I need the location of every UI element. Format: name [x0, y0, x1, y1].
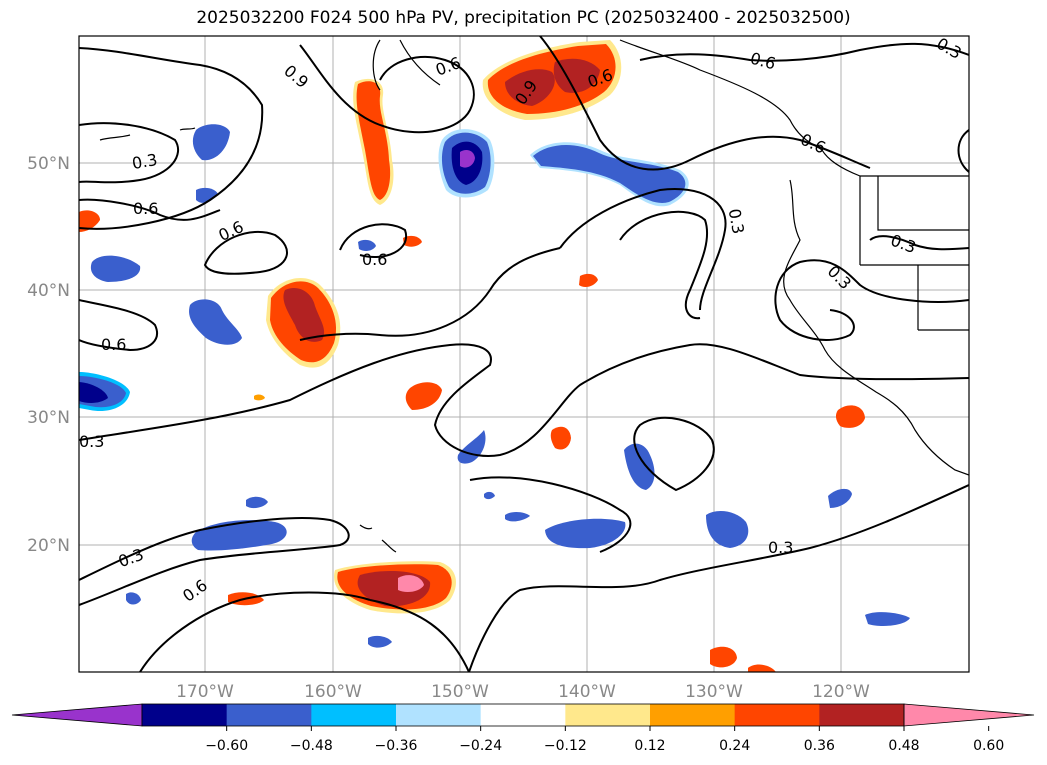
colorbar-segment [734, 704, 820, 726]
colorbar-tick-label: 0.60 [973, 738, 1004, 754]
contour-label: 0.3 [768, 538, 793, 557]
contour-label: 0.6 [362, 250, 387, 269]
colorbar-extend-low [11, 703, 143, 727]
colorbar-tick-label: −0.48 [290, 738, 333, 754]
lat-label: 30°N [27, 408, 70, 428]
coastlines [99, 39, 969, 553]
lon-label: 130°W [685, 682, 743, 702]
colorbar-frame [141, 703, 905, 727]
colorbar-tick-label: 0.36 [804, 738, 835, 754]
colorbar-tick-label: −0.12 [544, 738, 587, 754]
colorbar-segment [480, 704, 566, 726]
lon-label: 150°W [431, 682, 489, 702]
colorbar-segment [819, 704, 905, 726]
contour-label: 0.6 [101, 335, 126, 354]
colorbar-segment [311, 704, 397, 726]
colorbar-segment [226, 704, 312, 726]
lon-label: 140°W [558, 682, 616, 702]
colorbar: −0.60 −0.48 −0.36 −0.24 −0.12 0.12 0.24 0.36 0.4… [11, 703, 1035, 754]
contour-label: 0.3 [725, 207, 748, 235]
lat-label: 20°N [27, 536, 70, 556]
lon-label: 160°W [304, 682, 362, 702]
colorbar-segment [396, 704, 482, 726]
lat-labels: 50°N 40°N 30°N 20°N [27, 154, 70, 556]
colorbar-tick-label: −0.24 [459, 738, 502, 754]
colorbar-segment [142, 704, 228, 726]
contour-label: 0.6 [133, 199, 158, 218]
contour-label: 0.3 [130, 150, 158, 173]
lon-label: 120°W [812, 682, 870, 702]
lat-label: 40°N [27, 281, 70, 301]
colorbar-tick-label: −0.60 [205, 738, 248, 754]
precip-negative [79, 124, 910, 648]
lon-label: 170°W [176, 682, 234, 702]
colorbar-tick-label: 0.48 [888, 738, 919, 754]
colorbar-tick-label: 0.24 [719, 738, 750, 754]
map-frame [78, 35, 970, 673]
map-title: 2025032200 F024 500 hPa PV, precipitatio… [196, 8, 851, 28]
colorbar-extend-high [903, 703, 1035, 727]
contour-label: 0.3 [79, 432, 104, 451]
lat-label: 50°N [27, 154, 70, 174]
colorbar-tick-label: −0.36 [375, 738, 418, 754]
colorbar-segment [565, 704, 651, 726]
colorbar-tick-label: 0.12 [634, 738, 665, 754]
pv-contours [79, 36, 969, 672]
lon-labels: 170°W 160°W 150°W 140°W 130°W 120°W [176, 682, 870, 702]
colorbar-segment [650, 704, 736, 726]
